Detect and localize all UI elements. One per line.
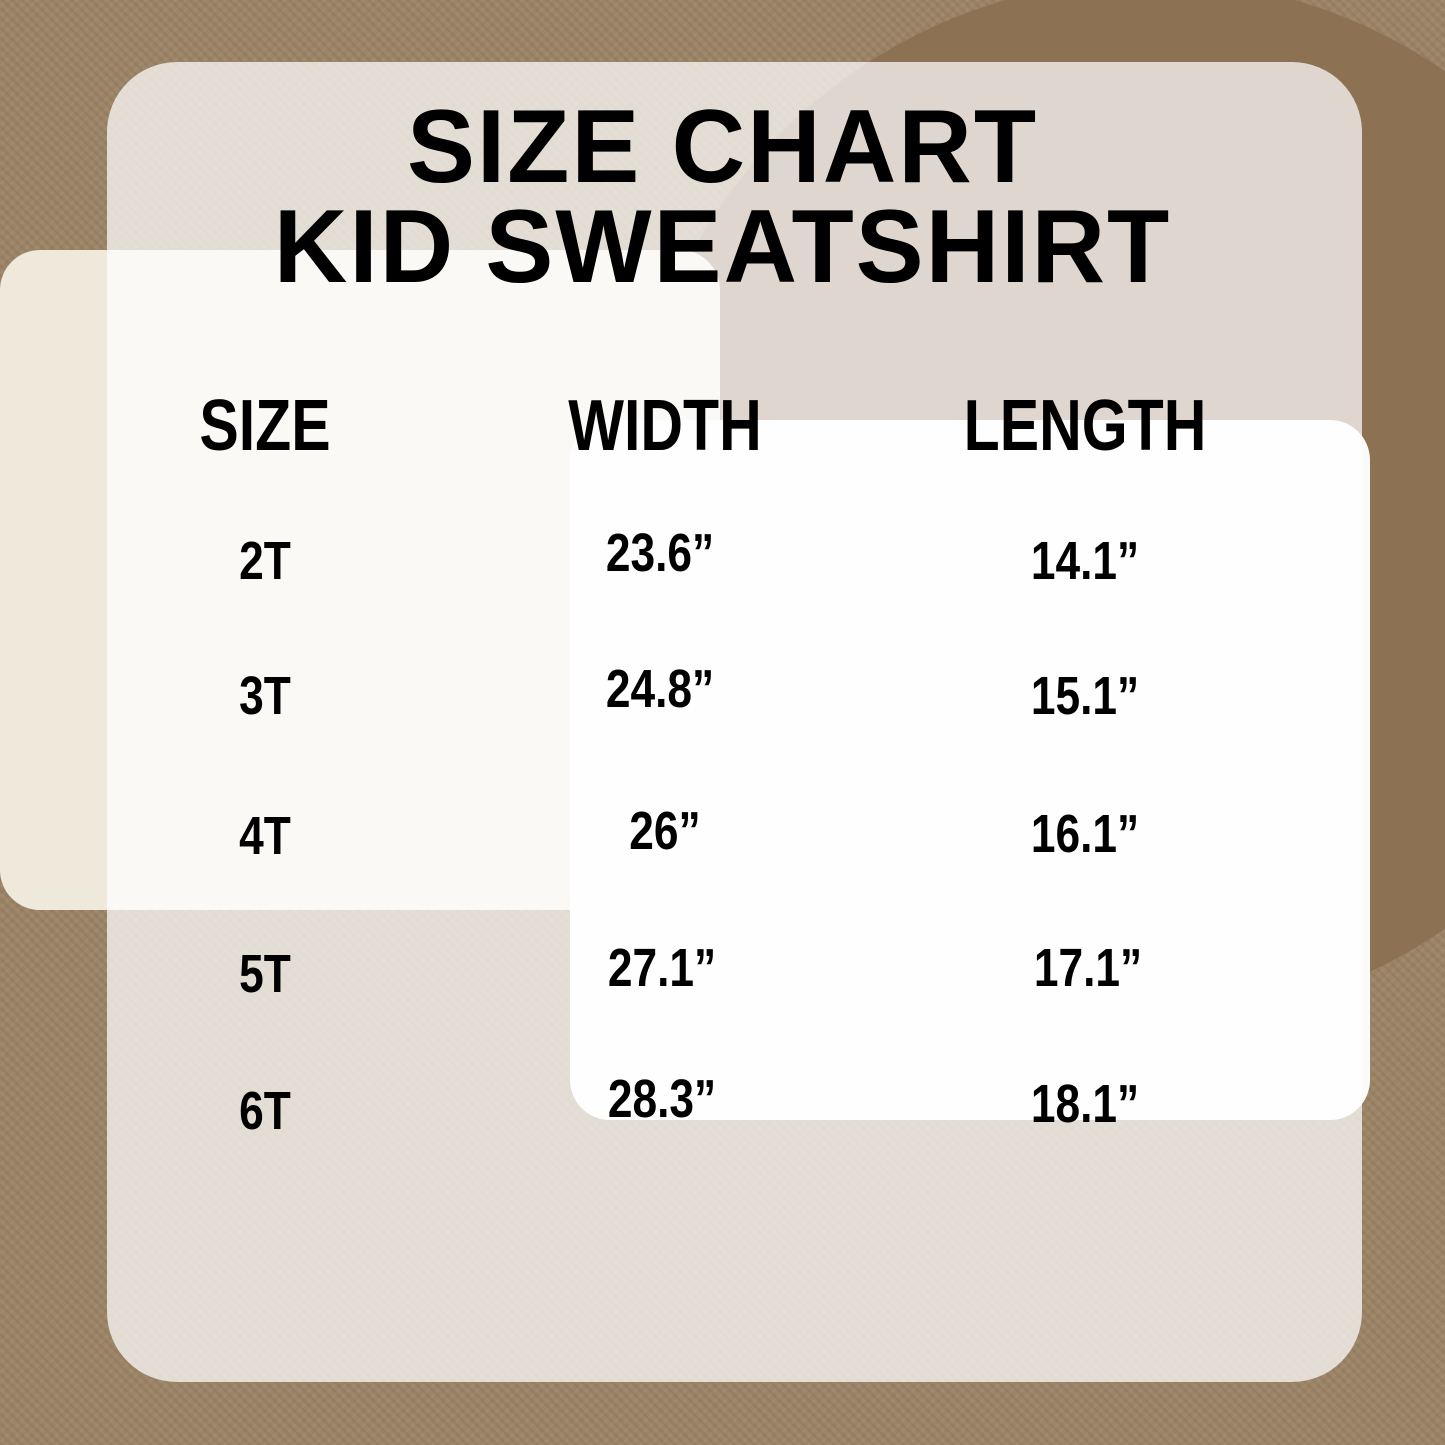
size-cell: 6T xyxy=(239,1081,291,1141)
width-cell: 23.6” xyxy=(605,523,715,583)
title-line-1: SIZE CHART xyxy=(406,89,1039,205)
width-cell: 26” xyxy=(629,801,701,861)
size-cell: 4T xyxy=(239,806,291,866)
size-chart-panel xyxy=(107,62,1362,1382)
length-cell: 14.1” xyxy=(1030,531,1140,591)
length-cell: 15.1” xyxy=(1030,666,1140,726)
length-cell: 18.1” xyxy=(1030,1074,1140,1134)
width-cell: 28.3” xyxy=(607,1069,717,1129)
length-cell: 16.1” xyxy=(1030,804,1140,864)
size-cell: 3T xyxy=(239,666,291,726)
size-cell: 2T xyxy=(239,531,291,591)
header-length: LENGTH xyxy=(963,386,1207,466)
length-cell: 17.1” xyxy=(1033,938,1143,998)
header-width: WIDTH xyxy=(568,386,762,466)
title-line-2: KID SWEATSHIRT xyxy=(273,189,1172,305)
width-cell: 24.8” xyxy=(605,659,715,719)
header-size: SIZE xyxy=(199,386,331,466)
size-cell: 5T xyxy=(239,944,291,1004)
width-cell: 27.1” xyxy=(607,938,717,998)
